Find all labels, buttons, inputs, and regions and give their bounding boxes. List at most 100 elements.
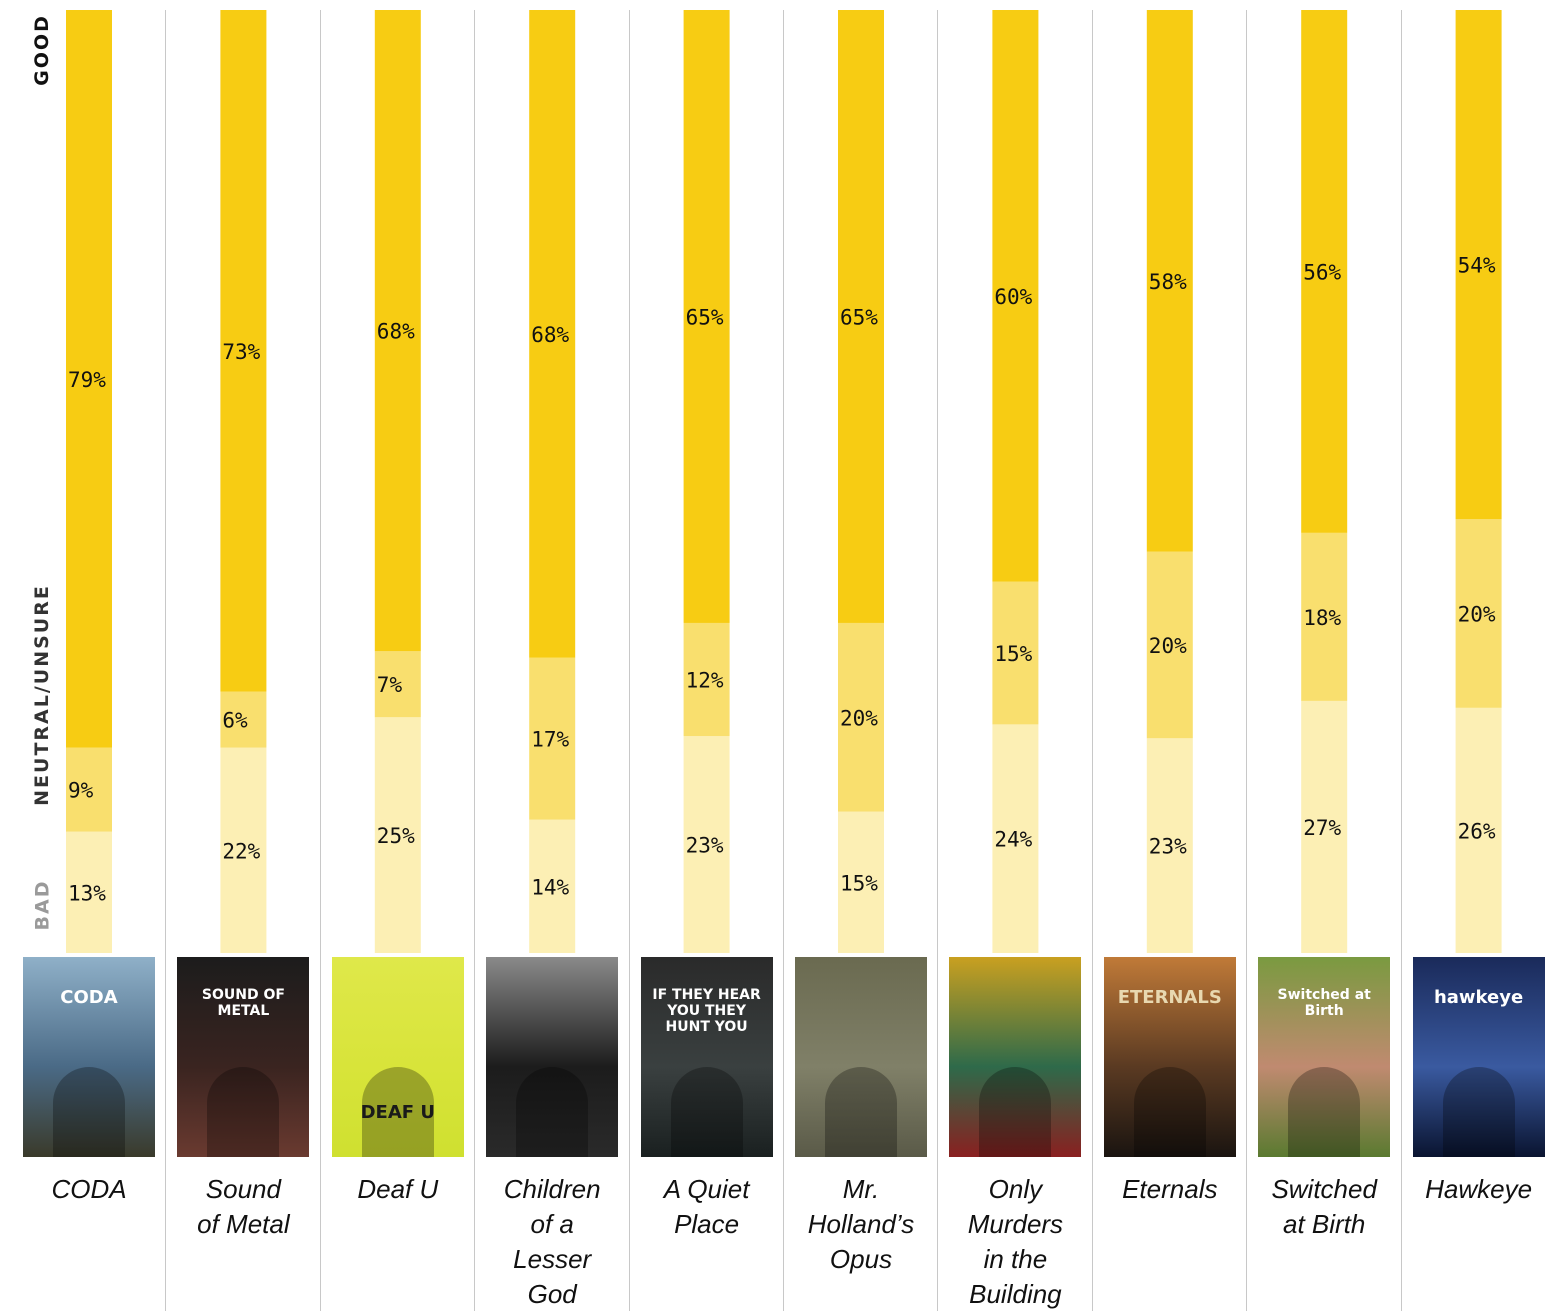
coda-poster-icon[interactable]: CODA xyxy=(23,957,155,1157)
poster-figure-shape xyxy=(979,1067,1052,1157)
movie-title-line: A Quiet xyxy=(663,1174,750,1204)
bar-segment-bad xyxy=(66,831,112,953)
bar-segment-good xyxy=(66,10,112,748)
children-of-a-lesser-god-poster-icon[interactable] xyxy=(486,957,619,1157)
movie-title-line: Murders xyxy=(967,1209,1064,1239)
movie-title-line: Lesser xyxy=(513,1244,592,1274)
movie-title: Switched at Birth xyxy=(1247,1172,1401,1242)
poster-figure-shape xyxy=(670,1067,743,1157)
bar-segment-good xyxy=(992,10,1039,582)
bar-segment-good xyxy=(1146,10,1193,552)
data-label-neutral: 20% xyxy=(840,706,878,730)
bar-segment-good xyxy=(838,10,884,623)
data-label-neutral: 20% xyxy=(1149,634,1187,658)
data-label-neutral: 17% xyxy=(531,728,569,752)
movie-title-line: Children xyxy=(503,1174,601,1204)
movie-title-line: of a xyxy=(530,1209,574,1239)
data-label-neutral: 15% xyxy=(994,642,1032,666)
movie-title-line: of Metal xyxy=(197,1209,290,1239)
data-label-good: 73% xyxy=(222,340,260,364)
bar-segment-good xyxy=(1455,10,1502,520)
data-label-neutral: 20% xyxy=(1458,603,1496,627)
data-label-bad: 26% xyxy=(1458,819,1496,843)
data-label-bad: 27% xyxy=(1303,816,1341,840)
data-label-bad: 13% xyxy=(68,881,106,905)
eternals-poster-icon[interactable]: ETERNALS xyxy=(1103,957,1236,1157)
bar-segment-bad xyxy=(529,819,576,953)
poster-title-text: DEAF U xyxy=(360,1102,435,1123)
data-label-neutral: 7% xyxy=(377,673,403,697)
movie-column: Only Murders in the Building xyxy=(938,0,1093,1311)
bar-segment-bad xyxy=(374,717,421,953)
sound-of-metal-poster-icon[interactable]: SOUND OF METAL xyxy=(177,957,310,1157)
bar-segment-good xyxy=(220,10,267,692)
movie-title: CODA xyxy=(12,1172,166,1207)
movie-title: Sound of Metal xyxy=(166,1172,320,1242)
data-label-bad: 22% xyxy=(222,839,260,863)
bar-segment-bad xyxy=(1301,700,1348,953)
movie-column: DEAF U Deaf U xyxy=(321,0,476,1311)
poster-figure-shape xyxy=(1442,1067,1515,1157)
data-label-good: 68% xyxy=(531,323,569,347)
bar-segment-neutral xyxy=(683,622,730,737)
column-divider xyxy=(937,10,939,1311)
poster-figure-shape xyxy=(825,1067,897,1157)
data-label-good: 65% xyxy=(840,305,878,329)
movie-title-line: in the xyxy=(983,1244,1048,1274)
movie-title-line: Eternals xyxy=(1122,1174,1218,1204)
bar-segment-neutral xyxy=(529,657,576,820)
data-label-bad: 14% xyxy=(531,875,569,899)
bar-segment-bad xyxy=(838,811,884,953)
movie-title: Eternals xyxy=(1093,1172,1247,1207)
movie-title: Deaf U xyxy=(321,1172,475,1207)
only-murders-poster-icon[interactable] xyxy=(949,957,1082,1157)
deaf-u-poster-icon[interactable]: DEAF U xyxy=(331,957,464,1157)
a-quiet-place-poster-icon[interactable]: IF THEY HEAR YOU THEY HUNT YOU xyxy=(640,957,773,1157)
column-divider xyxy=(1246,10,1248,1311)
poster-title-text: hawkeye xyxy=(1433,987,1524,1008)
data-label-bad: 15% xyxy=(840,871,878,895)
movie-title: A Quiet Place xyxy=(630,1172,784,1242)
movie-title-line: Opus xyxy=(829,1244,893,1274)
poster-title-text: SOUND OF METAL xyxy=(201,987,285,1019)
bar-segment-bad xyxy=(992,724,1039,953)
data-label-bad: 23% xyxy=(686,834,724,858)
data-label-neutral: 18% xyxy=(1303,606,1341,630)
bar-segment-neutral xyxy=(838,622,884,812)
data-label-neutral: 9% xyxy=(68,779,94,803)
poster-title-text: IF THEY HEAR YOU THEY HUNT YOU xyxy=(652,987,761,1035)
poster-figure-shape xyxy=(1288,1067,1361,1157)
data-label-bad: 23% xyxy=(1149,835,1187,859)
movie-title-line: CODA xyxy=(51,1174,127,1204)
poster-title-text: Switched at Birth xyxy=(1277,987,1371,1019)
data-label-good: 56% xyxy=(1303,260,1341,284)
poster-figure-shape xyxy=(1133,1067,1206,1157)
poster-figure-shape xyxy=(53,1067,125,1157)
movie-column: Switched at Birth Switched at Birth xyxy=(1247,0,1402,1311)
poster-title-text: ETERNALS xyxy=(1117,987,1222,1008)
column-divider xyxy=(628,10,630,1311)
data-label-good: 60% xyxy=(994,285,1032,309)
movie-column: hawkeye Hawkeye xyxy=(1402,0,1556,1311)
movie-column: ETERNALS Eternals xyxy=(1093,0,1248,1311)
bar-segment-neutral xyxy=(220,691,267,748)
bar-segment-neutral xyxy=(1146,551,1193,739)
column-divider xyxy=(782,10,784,1311)
hawkeye-poster-icon[interactable]: hawkeye xyxy=(1412,957,1545,1157)
poster-figure-shape xyxy=(361,1067,434,1157)
movie-title: Hawkeye xyxy=(1402,1172,1556,1207)
switched-at-birth-poster-icon[interactable]: Switched at Birth xyxy=(1258,957,1391,1157)
column-divider xyxy=(1091,10,1093,1311)
column-divider xyxy=(319,10,321,1311)
movie-title-line: Deaf U xyxy=(357,1174,439,1204)
movie-title-line: Building xyxy=(969,1279,1062,1309)
data-label-bad: 25% xyxy=(377,824,415,848)
data-label-neutral: 6% xyxy=(222,709,248,733)
data-label-bad: 24% xyxy=(994,828,1032,852)
mr-hollands-opus-poster-icon[interactable] xyxy=(795,957,927,1157)
movie-title-line: Sound xyxy=(205,1174,281,1204)
poster-figure-shape xyxy=(207,1067,280,1157)
movie-column: Mr. Holland’s Opus xyxy=(784,0,939,1311)
